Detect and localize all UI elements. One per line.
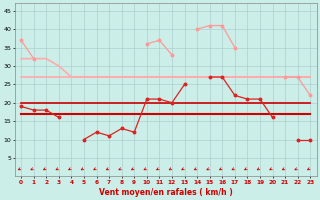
X-axis label: Vent moyen/en rafales ( km/h ): Vent moyen/en rafales ( km/h ) [99,188,233,197]
